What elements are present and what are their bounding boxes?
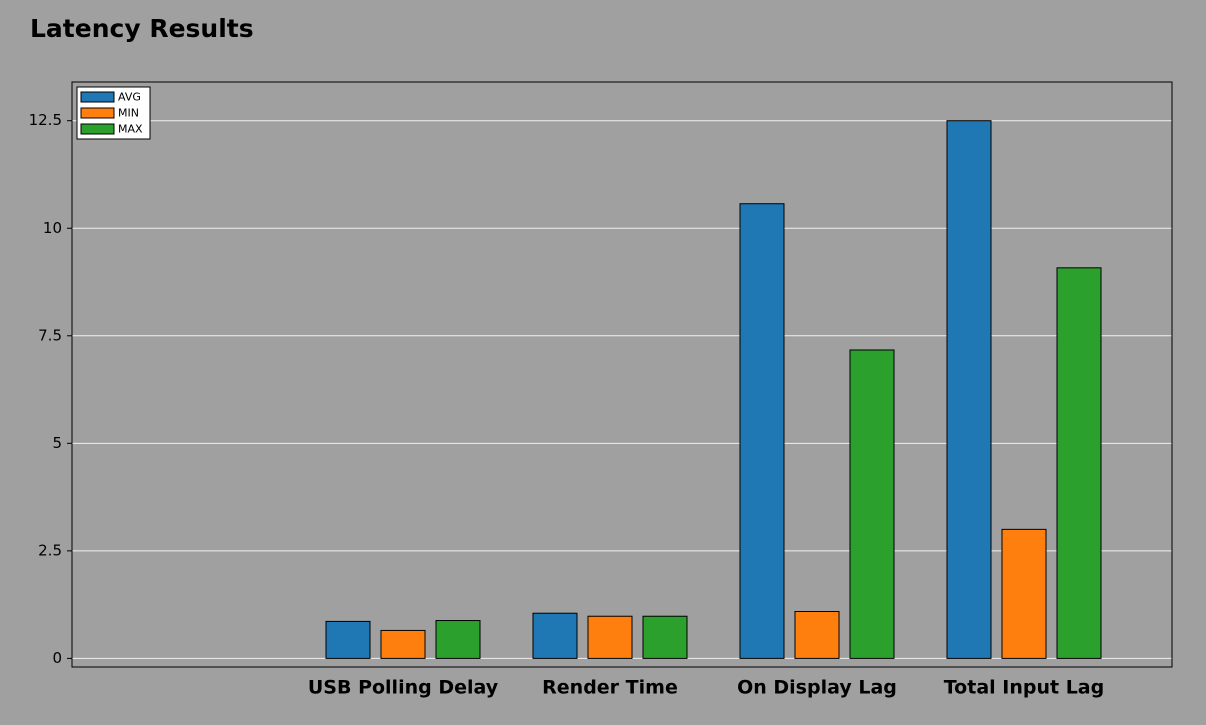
x-tick-label: USB Polling Delay: [308, 677, 499, 699]
bar: [642, 615, 688, 659]
bar: [946, 120, 992, 659]
legend-swatch: [80, 107, 115, 119]
plot-frame: [71, 81, 1173, 668]
x-tick-label: On Display Lag: [737, 677, 897, 699]
y-tick-label: 10: [43, 219, 62, 237]
y-tick-label: 5: [52, 434, 62, 452]
bar: [1056, 267, 1102, 659]
y-tick-label: 0: [52, 649, 62, 667]
y-tick-label: 7.5: [38, 326, 62, 344]
legend-swatch: [80, 123, 115, 135]
bar: [380, 629, 426, 659]
legend-label: MAX: [118, 123, 143, 136]
x-tick-label: Render Time: [542, 677, 678, 699]
bar: [325, 620, 371, 659]
bar: [1001, 528, 1047, 659]
bar: [849, 349, 895, 659]
legend-swatch: [80, 91, 115, 103]
legend-label: AVG: [118, 91, 141, 104]
legend-label: MIN: [118, 107, 139, 120]
y-tick-label: 2.5: [38, 541, 62, 559]
bar: [587, 615, 633, 659]
y-tick-label: 12.5: [29, 111, 62, 129]
bar: [739, 203, 785, 659]
chart-title: Latency Results: [30, 14, 254, 43]
bar: [794, 611, 840, 659]
bar: [532, 612, 578, 659]
x-tick-label: Total Input Lag: [944, 677, 1104, 699]
bar: [435, 620, 481, 659]
